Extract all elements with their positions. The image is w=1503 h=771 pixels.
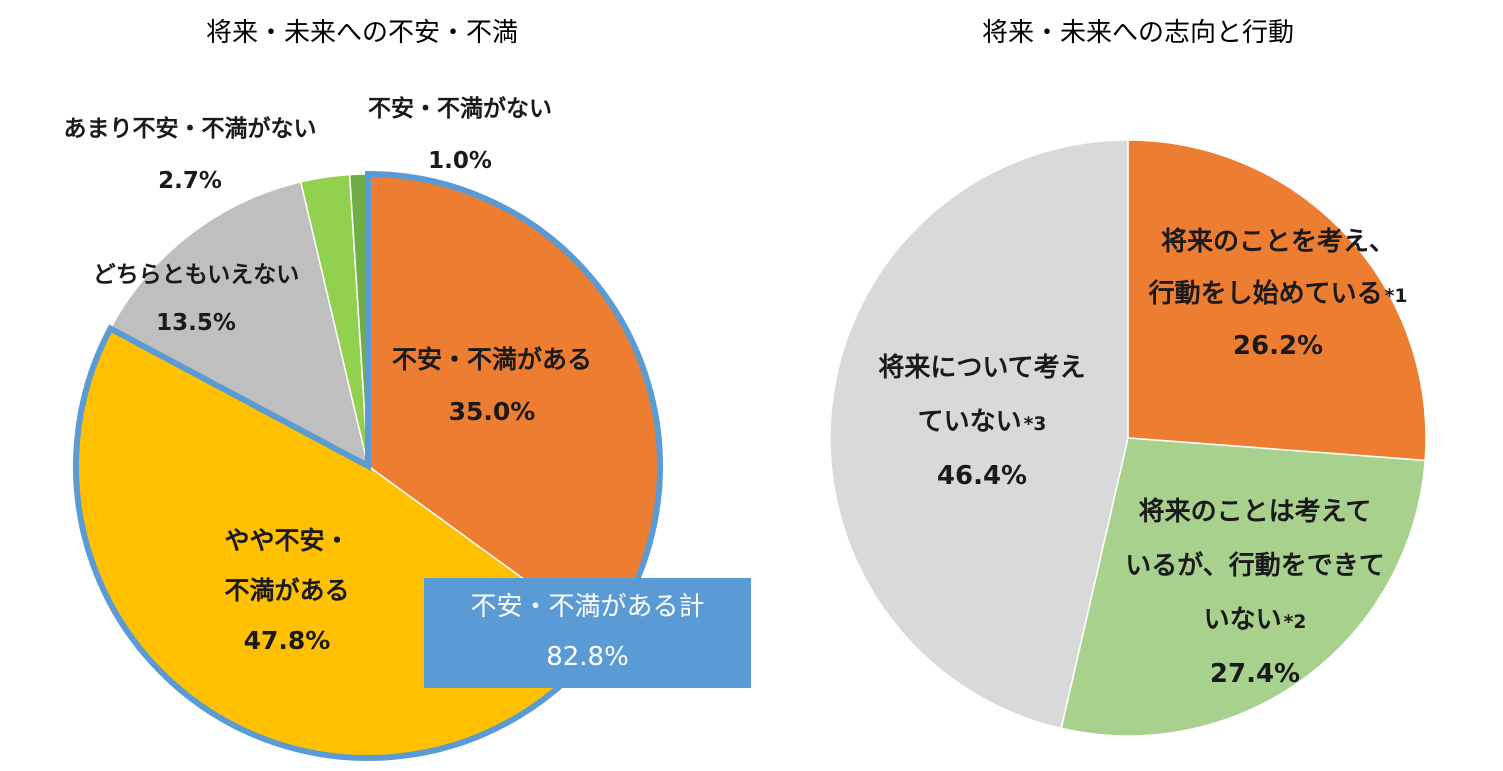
callout-label: 不安・不満がある計 bbox=[424, 582, 751, 632]
left-label-4: 不安・不満がない 1.0% bbox=[368, 95, 552, 174]
left-label-3: あまり不安・不満がない 2.7% bbox=[64, 115, 317, 194]
total-callout: 不安・不満がある計 82.8% bbox=[424, 578, 751, 688]
callout-value: 82.8% bbox=[424, 632, 751, 682]
